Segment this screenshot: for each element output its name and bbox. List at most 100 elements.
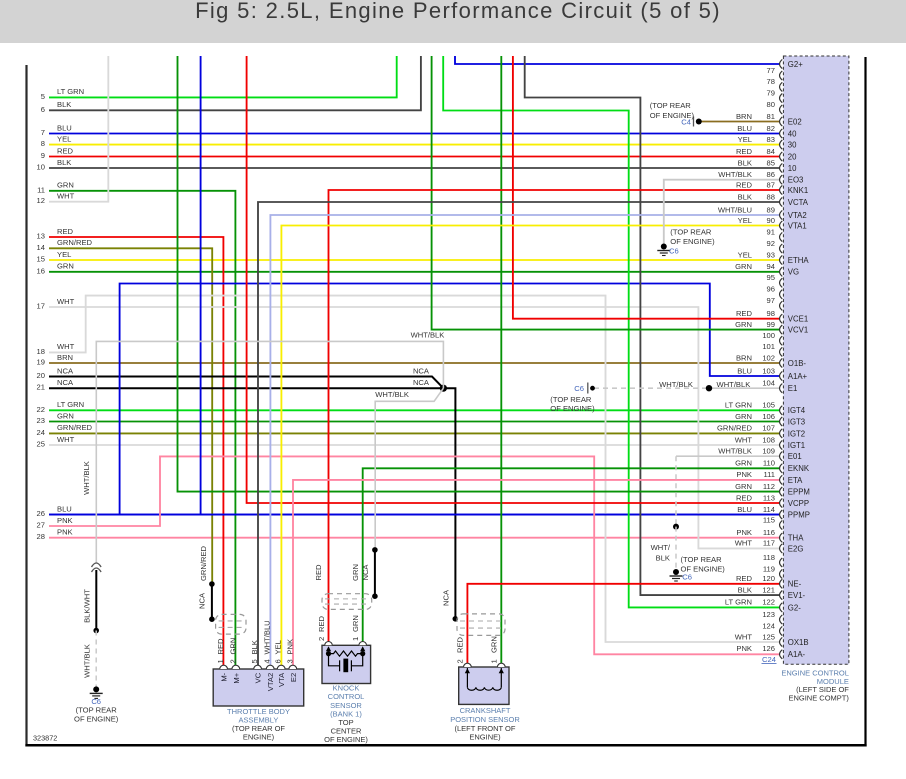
svg-text:91: 91: [767, 227, 775, 236]
svg-text:RED: RED: [736, 309, 753, 318]
svg-text:126: 126: [762, 644, 775, 653]
svg-text:106: 106: [762, 412, 775, 421]
svg-text:(TOP REAR: (TOP REAR: [670, 228, 712, 237]
svg-text:VG: VG: [788, 268, 799, 277]
svg-text:OF ENGINE): OF ENGINE): [74, 714, 119, 723]
svg-text:IGT2: IGT2: [788, 429, 805, 438]
svg-text:NCA: NCA: [57, 378, 74, 387]
svg-text:PNK: PNK: [736, 470, 752, 479]
svg-text:112: 112: [763, 482, 775, 491]
svg-text:95: 95: [767, 273, 775, 282]
svg-text:BLK: BLK: [738, 192, 752, 201]
svg-text:LT GRN: LT GRN: [57, 87, 84, 96]
svg-text:WHT/BLU: WHT/BLU: [718, 205, 752, 214]
svg-text:NCA: NCA: [57, 366, 74, 375]
svg-text:NCA: NCA: [361, 564, 370, 581]
svg-text:THROTTLE BODY: THROTTLE BODY: [227, 707, 290, 716]
svg-text:CENTER: CENTER: [331, 727, 362, 736]
svg-text:YEL: YEL: [738, 216, 752, 225]
svg-text:IGT4: IGT4: [788, 406, 806, 415]
svg-text:MODULE: MODULE: [817, 677, 849, 686]
svg-text:5: 5: [250, 659, 259, 663]
svg-text:BLU: BLU: [737, 505, 752, 514]
svg-text:10: 10: [37, 163, 45, 172]
svg-text:28: 28: [37, 532, 45, 541]
svg-text:WHT/BLK: WHT/BLK: [717, 380, 751, 389]
svg-text:26: 26: [37, 509, 45, 518]
svg-text:15: 15: [37, 255, 45, 264]
svg-text:117: 117: [763, 539, 775, 548]
svg-text:O1B-: O1B-: [788, 359, 807, 368]
svg-text:WHT/BLU: WHT/BLU: [263, 620, 272, 654]
svg-text:5: 5: [41, 92, 45, 101]
svg-text:WHT: WHT: [57, 297, 75, 306]
svg-text:LT GRN: LT GRN: [57, 400, 84, 409]
svg-text:120: 120: [762, 574, 775, 583]
svg-text:108: 108: [762, 435, 775, 444]
svg-text:103: 103: [762, 366, 775, 375]
svg-text:96: 96: [767, 285, 775, 294]
svg-text:VCPP: VCPP: [788, 499, 809, 508]
svg-text:YEL: YEL: [274, 640, 283, 654]
svg-text:YEL: YEL: [57, 250, 71, 259]
svg-text:A1A+: A1A+: [788, 372, 808, 381]
svg-text:12: 12: [37, 196, 45, 205]
svg-text:1: 1: [490, 659, 499, 663]
svg-text:RED: RED: [57, 227, 74, 236]
svg-text:VTA: VTA: [277, 672, 286, 687]
svg-text:GRN: GRN: [735, 459, 752, 468]
svg-text:89: 89: [767, 205, 775, 214]
svg-text:19: 19: [37, 358, 45, 367]
svg-text:SENSOR: SENSOR: [330, 701, 362, 710]
svg-text:GRN: GRN: [735, 320, 752, 329]
svg-text:RED: RED: [456, 636, 465, 653]
svg-text:RED: RED: [736, 574, 753, 583]
svg-text:111: 111: [763, 470, 775, 479]
svg-text:YEL: YEL: [57, 134, 71, 143]
svg-text:GRN: GRN: [57, 181, 74, 190]
svg-text:(LEFT SIDE OF: (LEFT SIDE OF: [796, 685, 849, 694]
svg-text:IGT3: IGT3: [788, 417, 805, 426]
svg-text:99: 99: [767, 320, 775, 329]
svg-text:EO3: EO3: [788, 176, 804, 185]
svg-text:16: 16: [37, 266, 45, 275]
svg-text:GRN: GRN: [735, 482, 752, 491]
svg-text:GRN/RED: GRN/RED: [199, 545, 208, 581]
svg-text:C6: C6: [682, 573, 692, 582]
svg-text:6: 6: [274, 659, 283, 663]
svg-text:84: 84: [767, 147, 775, 156]
svg-text:NE-: NE-: [788, 580, 802, 589]
svg-text:THA: THA: [788, 534, 804, 543]
svg-text:323872: 323872: [33, 734, 57, 743]
svg-text:WHT: WHT: [735, 435, 753, 444]
svg-text:BLK: BLK: [738, 585, 752, 594]
svg-text:ENGINE CONTROL: ENGINE CONTROL: [781, 669, 849, 678]
svg-text:GRN: GRN: [735, 262, 752, 271]
svg-text:116: 116: [763, 528, 775, 537]
svg-text:GRN: GRN: [735, 412, 752, 421]
svg-text:30: 30: [788, 141, 797, 150]
svg-text:GRN: GRN: [351, 615, 360, 632]
svg-text:ENGINE): ENGINE): [469, 733, 501, 742]
svg-text:13: 13: [37, 232, 45, 241]
svg-text:25: 25: [37, 440, 45, 449]
svg-text:ENGINE): ENGINE): [243, 732, 275, 741]
svg-text:6: 6: [41, 105, 45, 114]
svg-text:VTA1: VTA1: [788, 221, 807, 230]
svg-text:RED: RED: [57, 146, 74, 155]
svg-text:2: 2: [456, 659, 465, 663]
svg-text:114: 114: [763, 505, 775, 514]
svg-text:RED: RED: [736, 493, 753, 502]
svg-text:E1: E1: [788, 384, 798, 393]
svg-text:85: 85: [767, 158, 775, 167]
svg-text:(TOP REAR: (TOP REAR: [76, 706, 118, 715]
svg-text:101: 101: [762, 342, 775, 351]
svg-text:BLK: BLK: [656, 554, 670, 563]
svg-text:RED: RED: [314, 564, 323, 581]
svg-text:OF ENGINE): OF ENGINE): [324, 735, 368, 744]
svg-text:C6: C6: [91, 697, 101, 706]
svg-text:RED: RED: [736, 180, 753, 189]
svg-text:YEL: YEL: [738, 135, 752, 144]
svg-text:RED: RED: [736, 147, 753, 156]
svg-text:E02: E02: [788, 117, 802, 126]
